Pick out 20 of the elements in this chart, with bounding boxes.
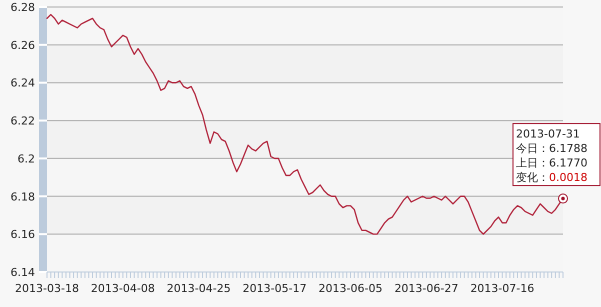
x-tick-label: 2013-06-27 [394, 282, 458, 295]
x-tick-label: 2013-07-16 [470, 282, 534, 295]
y-tick-label: 6.28 [10, 1, 35, 14]
x-tick-label: 2013-04-08 [90, 282, 155, 295]
annotation: 今日：6.1788 [516, 142, 588, 156]
y-tick-label: 6.24 [10, 76, 35, 90]
y-tick-label: 6.26 [10, 38, 35, 52]
y-tick-label: 6.14 [10, 266, 35, 279]
y-tick-label: 6.18 [10, 190, 35, 204]
x-tick-label: 2013-06-05 [318, 282, 382, 295]
x-tick-label: 2013-03-18 [15, 282, 79, 295]
y-tick-label: 6.22 [10, 114, 35, 128]
annotation: 0.0018 [549, 171, 588, 184]
annotation: 上日：6.1770 [516, 156, 588, 170]
x-tick-label: 2013-05-17 [242, 282, 307, 295]
annotation: 变化： [516, 171, 549, 184]
y-tick-label: 6.16 [10, 228, 35, 242]
annotation: 2013-07-31 [516, 128, 580, 141]
x-tick-label: 2013-04-25 [166, 282, 231, 295]
y-tick-label: 6.2 [18, 152, 35, 166]
